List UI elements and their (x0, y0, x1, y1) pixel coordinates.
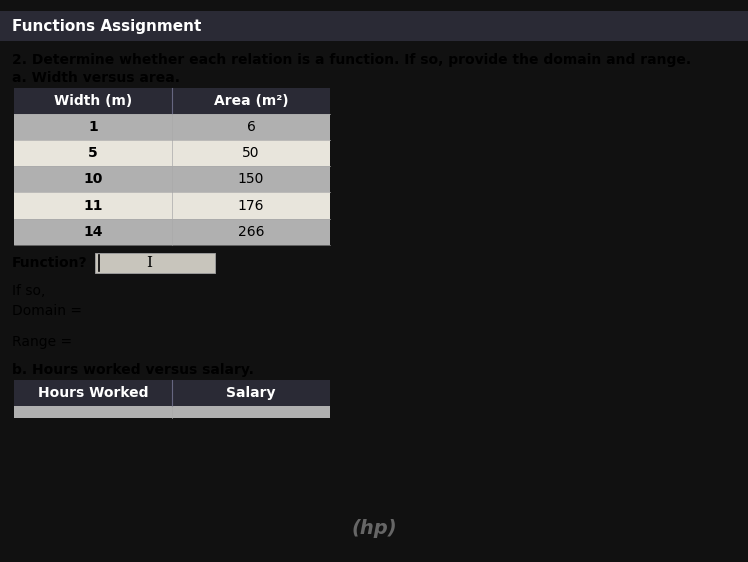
Text: I: I (146, 256, 152, 270)
Text: 1: 1 (88, 120, 98, 134)
Text: Domain =: Domain = (12, 304, 82, 318)
FancyBboxPatch shape (14, 406, 330, 418)
Text: a. Width versus area.: a. Width versus area. (12, 71, 180, 85)
Text: 150: 150 (238, 173, 264, 187)
FancyBboxPatch shape (95, 253, 215, 273)
FancyBboxPatch shape (14, 380, 330, 406)
FancyBboxPatch shape (14, 114, 330, 140)
FancyBboxPatch shape (14, 140, 330, 166)
Text: Functions Assignment: Functions Assignment (12, 19, 201, 34)
FancyBboxPatch shape (14, 88, 330, 114)
Text: Salary: Salary (226, 386, 276, 400)
Text: (hp): (hp) (352, 519, 396, 538)
FancyBboxPatch shape (0, 11, 748, 42)
FancyBboxPatch shape (14, 166, 330, 192)
Text: Function?: Function? (12, 256, 88, 270)
Text: 5: 5 (88, 146, 98, 160)
Text: b. Hours worked versus salary.: b. Hours worked versus salary. (12, 362, 254, 377)
Text: 6: 6 (247, 120, 255, 134)
Text: 50: 50 (242, 146, 260, 160)
Text: Range =: Range = (12, 334, 72, 348)
Text: 176: 176 (238, 198, 264, 212)
Text: Width (m): Width (m) (54, 94, 132, 108)
Text: 11: 11 (83, 198, 102, 212)
Text: 14: 14 (83, 225, 102, 239)
Text: 266: 266 (238, 225, 264, 239)
Text: If so,: If so, (12, 284, 46, 298)
FancyBboxPatch shape (14, 192, 330, 219)
Text: Area (m²): Area (m²) (214, 94, 288, 108)
FancyBboxPatch shape (14, 219, 330, 245)
Text: 2. Determine whether each relation is a function. If so, provide the domain and : 2. Determine whether each relation is a … (12, 53, 691, 66)
Text: Hours Worked: Hours Worked (37, 386, 148, 400)
Text: 10: 10 (83, 173, 102, 187)
